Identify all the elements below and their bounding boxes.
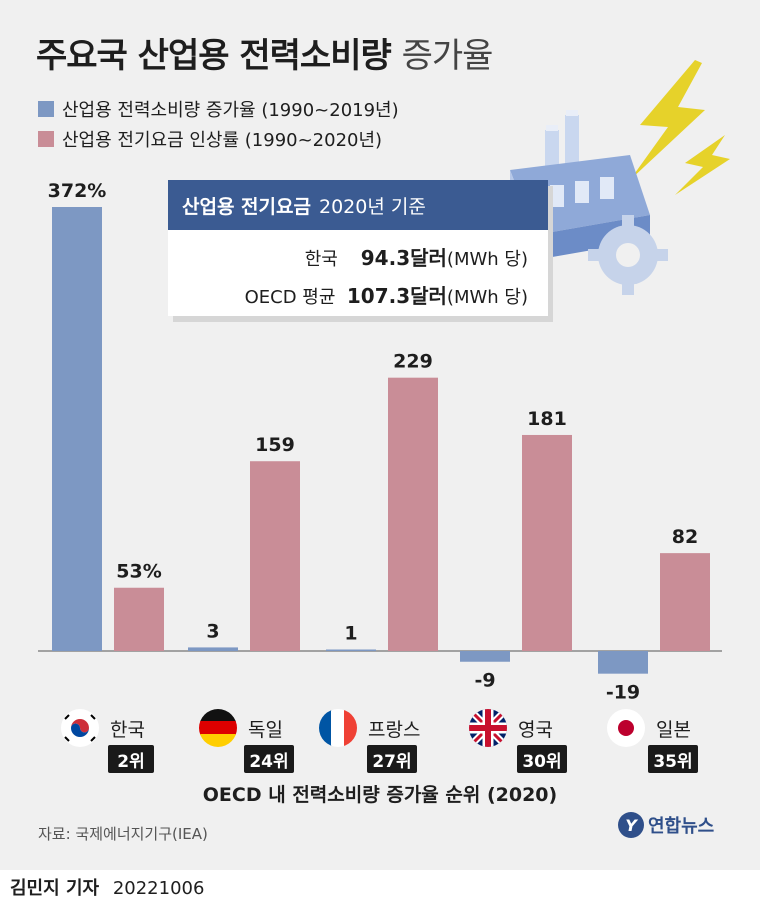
bar-consumption-3: [326, 649, 376, 651]
author: 김민지 기자: [10, 878, 100, 899]
data-label: 1: [344, 623, 357, 645]
france-flag-icon: [319, 709, 357, 747]
country-name: 프랑스: [368, 718, 421, 741]
korea-flag-icon: [61, 709, 99, 747]
country-germany: 독일: [198, 708, 283, 748]
germany-flag-icon: [199, 709, 237, 747]
source-note: 자료: 국제에너지기구(IEA): [38, 825, 208, 843]
news-logo: Y 연합뉴스: [618, 812, 714, 838]
country-name: 한국: [110, 718, 145, 741]
bar-consumption-2: [188, 647, 238, 651]
price-info-box: 산업용 전기요금 2020년 기준 한국 94.3달러(MWh 당) OECD …: [168, 180, 548, 316]
country-japan: 일본: [606, 708, 691, 748]
info-row-oecd: OECD 평균 107.3달러(MWh 당): [245, 280, 528, 309]
legend-swatch-pink: [38, 131, 54, 147]
bar-consumption-1: [52, 207, 102, 651]
rank-caption: OECD 내 전력소비량 증가율 순위 (2020): [202, 784, 558, 806]
legend-label: 산업용 전기요금 인상률 (1990~2020년): [62, 130, 383, 151]
bar-price-5: [660, 553, 710, 651]
info-row-label: OECD 평균: [244, 287, 336, 308]
country-name: 독일: [248, 718, 283, 741]
bar-consumption-5: [598, 651, 648, 674]
info-box-subtitle: 2020년 기준: [318, 195, 426, 218]
rank-badge-uk: 30위: [517, 745, 567, 773]
page-title: 주요국 산업용 전력소비량 증가율: [36, 28, 494, 77]
data-label: 229: [393, 351, 433, 373]
japan-flag-icon: [607, 709, 645, 747]
byline: 김민지 기자 20221006: [10, 874, 204, 900]
data-label: -9: [474, 670, 495, 692]
country-korea: 한국: [60, 708, 145, 748]
logo-text: 연합뉴스: [648, 816, 715, 837]
bar-consumption-4: [460, 651, 510, 662]
bar-chart: 372% 53% 3 159 1 229 -9 181 -19 82: [38, 180, 722, 700]
data-label: -19: [606, 682, 640, 700]
bar-price-1: [114, 587, 164, 651]
info-box-title: 산업용 전기요금: [182, 195, 311, 218]
country-france: 프랑스: [318, 708, 420, 748]
info-row-value: 107.3달러: [346, 284, 447, 308]
rank-badge-korea: 2위: [108, 745, 154, 773]
title-bold: 주요국 산업용 전력소비량: [36, 36, 392, 76]
date: 20221006: [112, 878, 205, 899]
info-row-unit: (MWh 당): [446, 249, 528, 270]
logo-mark-icon: Y: [618, 812, 644, 838]
uk-flag-icon: [469, 709, 507, 747]
country-uk: 영국: [468, 708, 553, 748]
rank-badge-france: 27위: [367, 745, 417, 773]
bar-price-3: [388, 377, 438, 651]
info-row-unit: (MWh 당): [446, 287, 528, 308]
legend-item-price: 산업용 전기요금 인상률 (1990~2020년): [38, 126, 382, 152]
data-label: 181: [527, 408, 567, 430]
info-row-value: 94.3달러: [360, 246, 447, 270]
info-row-label: 한국: [304, 249, 338, 270]
data-label: 372%: [48, 180, 107, 202]
lightning-icon: [630, 60, 730, 195]
title-light: 증가율: [401, 36, 494, 76]
rank-badge-germany: 24위: [244, 745, 294, 773]
legend-item-consumption: 산업용 전력소비량 증가율 (1990~2019년): [38, 96, 399, 122]
info-box-header: 산업용 전기요금 2020년 기준: [168, 180, 548, 230]
legend-label: 산업용 전력소비량 증가율 (1990~2019년): [62, 100, 399, 121]
bar-price-2: [250, 461, 300, 651]
gear-icon: [588, 215, 668, 295]
data-label: 53%: [116, 561, 161, 583]
legend-swatch-blue: [38, 101, 54, 117]
data-label: 3: [206, 620, 219, 642]
data-label: 82: [672, 526, 698, 548]
rank-badge-japan: 35위: [648, 745, 698, 773]
country-name: 일본: [656, 718, 691, 741]
bar-price-4: [522, 434, 572, 651]
info-row-korea: 한국 94.3달러(MWh 당): [305, 242, 528, 271]
data-label: 159: [255, 434, 295, 456]
country-name: 영국: [518, 718, 553, 741]
